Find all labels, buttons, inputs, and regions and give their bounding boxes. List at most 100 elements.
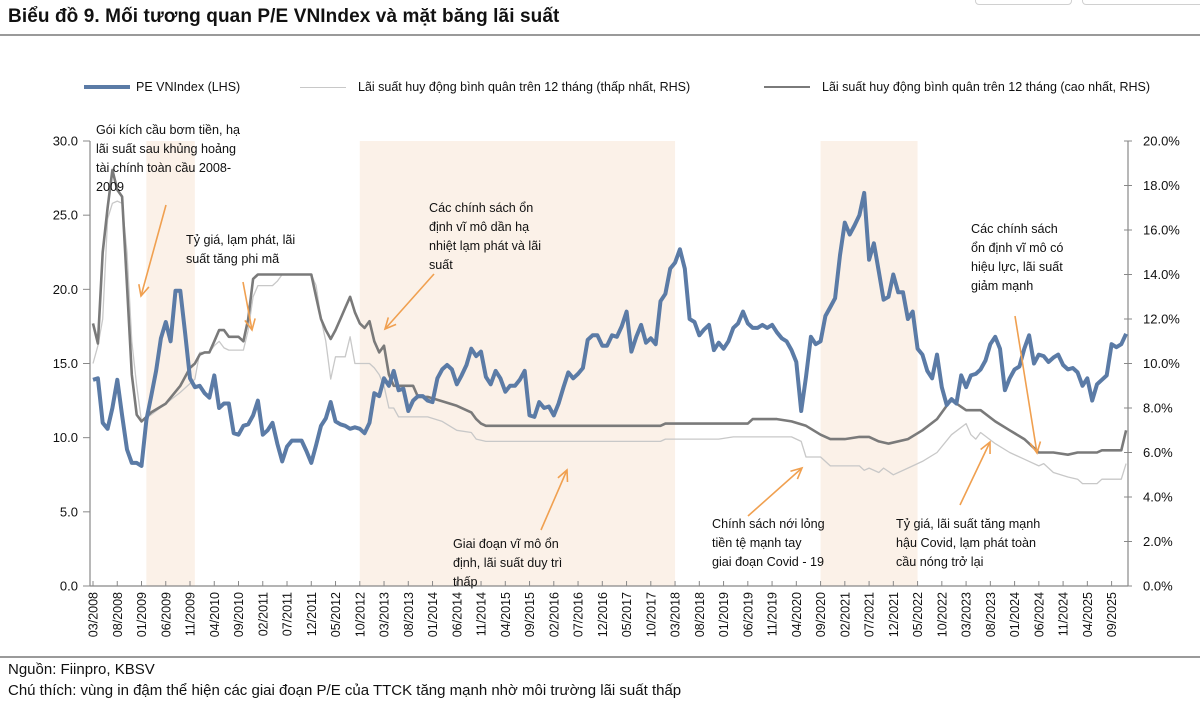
x-tick-label: 02/2016	[547, 592, 561, 637]
annotation-line: Gói kích cầu bơm tiền, hạ	[96, 123, 241, 137]
legend-swatch-rate-high	[764, 85, 810, 89]
x-tick-label: 11/2024	[1057, 592, 1071, 636]
shaded-period-2	[359, 141, 676, 586]
x-tick-label: 09/2025	[1105, 592, 1119, 637]
arrow-effective-policy	[1014, 315, 1042, 455]
arrow-shaft	[242, 281, 253, 331]
legend-label-pe: PE VNIndex (LHS)	[136, 80, 241, 94]
right-tick-label: 4.0%	[1143, 490, 1173, 505]
arrow-head	[1029, 441, 1042, 455]
legend-swatch-rate-low	[300, 86, 346, 88]
right-tick-label: 12.0%	[1143, 312, 1180, 327]
arrow-head	[244, 318, 256, 332]
x-tick-label: 03/2013	[378, 592, 392, 637]
annotation-line: giai đoạn Covid - 19	[712, 555, 825, 569]
right-tick-label: 10.0%	[1143, 356, 1180, 371]
annotation-line: hiệu lực, lãi suất	[971, 260, 1063, 274]
arrow-shaft	[140, 204, 167, 297]
annotation-line: tài chính toàn cầu 2008-	[96, 161, 232, 175]
arrow-stable-period	[540, 468, 569, 531]
x-tick-label: 10/2017	[644, 592, 658, 637]
right-tick-label: 18.0%	[1143, 178, 1180, 193]
x-tick-label: 01/2009	[135, 592, 149, 637]
x-tick-label: 07/2011	[281, 592, 295, 636]
annotation-line: Các chính sách ổn	[429, 201, 534, 215]
annotation-line: suất	[429, 258, 453, 272]
left-tick-label: 10.0	[53, 430, 78, 445]
arrow-head	[138, 284, 150, 298]
x-tick-label: 02/2011	[256, 592, 270, 636]
title-rule	[0, 34, 1200, 36]
x-tick-label: 11/2009	[184, 592, 198, 636]
top-input-fragment-1	[975, 0, 1072, 5]
x-tick-label: 12/2016	[596, 592, 610, 637]
legend-item-rate-high: Lãi suất huy động bình quân trên 12 thán…	[764, 80, 1150, 94]
legend-label-rate-high: Lãi suất huy động bình quân trên 12 thán…	[822, 80, 1151, 94]
annotation-line: hậu Covid, lạm phát toàn	[896, 536, 1037, 550]
rate-high-line	[91, 168, 1128, 456]
chart-title: Biểu đồ 9. Mối tương quan P/E VNIndex và…	[8, 6, 560, 27]
right-tick-label: 8.0%	[1143, 401, 1173, 416]
annotation-line: 2009	[96, 180, 125, 194]
arrow-head	[557, 468, 569, 483]
x-tick-label: 10/2022	[935, 592, 949, 637]
arrow-shaft	[1014, 315, 1038, 454]
x-tick-label: 10/2012	[353, 592, 367, 637]
annotation-line: lãi suất sau khủng hoảng	[96, 142, 237, 156]
right-tick-label: 16.0%	[1143, 223, 1180, 238]
x-tick-label: 01/2014	[426, 592, 440, 637]
left-tick-label: 15.0	[53, 356, 78, 371]
shaded-period-3	[820, 141, 918, 586]
annotation-stable-period: Giai đoạn vĩ mô ổn định, lãi suất duy trì…	[453, 535, 562, 592]
annotation-line: suất tăng phi mã	[186, 252, 280, 266]
x-tick-label: 12/2021	[887, 592, 901, 637]
annotation-post-covid: Tỷ giá, lãi suất tăng mạnh hậu Covid, lạm…	[896, 515, 1040, 572]
x-tick-label: 05/2017	[620, 592, 634, 637]
x-tick-label: 09/2010	[232, 592, 246, 637]
right-tick-label: 0.0%	[1143, 579, 1173, 594]
right-tick-label: 6.0%	[1143, 445, 1173, 460]
x-tick-label: 06/2024	[1032, 592, 1046, 637]
left-tick-label: 20.0	[53, 282, 78, 297]
x-tick-label: 02/2021	[838, 592, 852, 637]
pe-vnindex-line	[92, 190, 1128, 468]
footer-rule	[0, 656, 1200, 658]
left-tick-label: 25.0	[53, 208, 78, 223]
annotation-line: định vĩ mô dần hạ	[429, 220, 530, 234]
x-tick-label: 01/2019	[717, 592, 731, 637]
annotation-line: Chính sách nới lỏng	[712, 517, 825, 531]
arrow-head	[980, 440, 991, 455]
source-text: Nguồn: Fiinpro, KBSV	[8, 661, 155, 678]
arrow-shaft	[384, 273, 435, 330]
x-tick-label: 09/2020	[814, 592, 828, 637]
annotation-line: Tỷ giá, lạm phát, lãi	[186, 233, 296, 247]
arrow-post-covid	[959, 440, 991, 506]
x-tick-label: 08/2013	[402, 592, 416, 637]
arrow-covid	[747, 466, 804, 517]
x-tick-label: 06/2009	[159, 592, 173, 637]
x-tick-label: 07/2021	[863, 592, 877, 637]
annotation-gfc: Gói kích cầu bơm tiền, hạ lãi suất sau kh…	[96, 121, 240, 197]
x-tick-label: 08/2008	[111, 592, 125, 637]
annotation-stabilize-2012: Các chính sách ổn định vĩ mô dần hạ nhiệt …	[429, 199, 541, 275]
legend-item-rate-low: Lãi suất huy động bình quân trên 12 thán…	[300, 80, 690, 94]
x-tick-label: 04/2020	[790, 592, 804, 637]
x-tick-label: 12/2011	[305, 592, 319, 636]
annotation-effective-policy: Các chính sách ổn định vĩ mô có hiệu lực, …	[971, 220, 1063, 296]
legend-label-rate-low: Lãi suất huy động bình quân trên 12 thán…	[358, 80, 691, 94]
annotation-line: ổn định vĩ mô có	[971, 241, 1064, 255]
arrow-head	[790, 466, 804, 480]
arrow-head	[383, 317, 397, 331]
x-tick-label: 11/2014	[475, 592, 489, 636]
x-tick-label: 08/2023	[984, 592, 998, 637]
arrow-shaft	[747, 467, 803, 517]
arrow-gfc	[138, 204, 167, 298]
annotation-line: cầu nóng trở lại	[896, 555, 984, 569]
arrow-shaft	[959, 441, 991, 506]
x-tick-label: 03/2023	[960, 592, 974, 637]
x-tick-label: 04/2015	[499, 592, 513, 637]
x-tick-label: 11/2019	[766, 592, 780, 636]
annotation-covid: Chính sách nới lỏng tiền tệ mạnh tay giai …	[712, 515, 825, 572]
arrow-shaft	[540, 469, 568, 531]
note-text: Chú thích: vùng in đậm thể hiện các giai…	[8, 682, 682, 699]
